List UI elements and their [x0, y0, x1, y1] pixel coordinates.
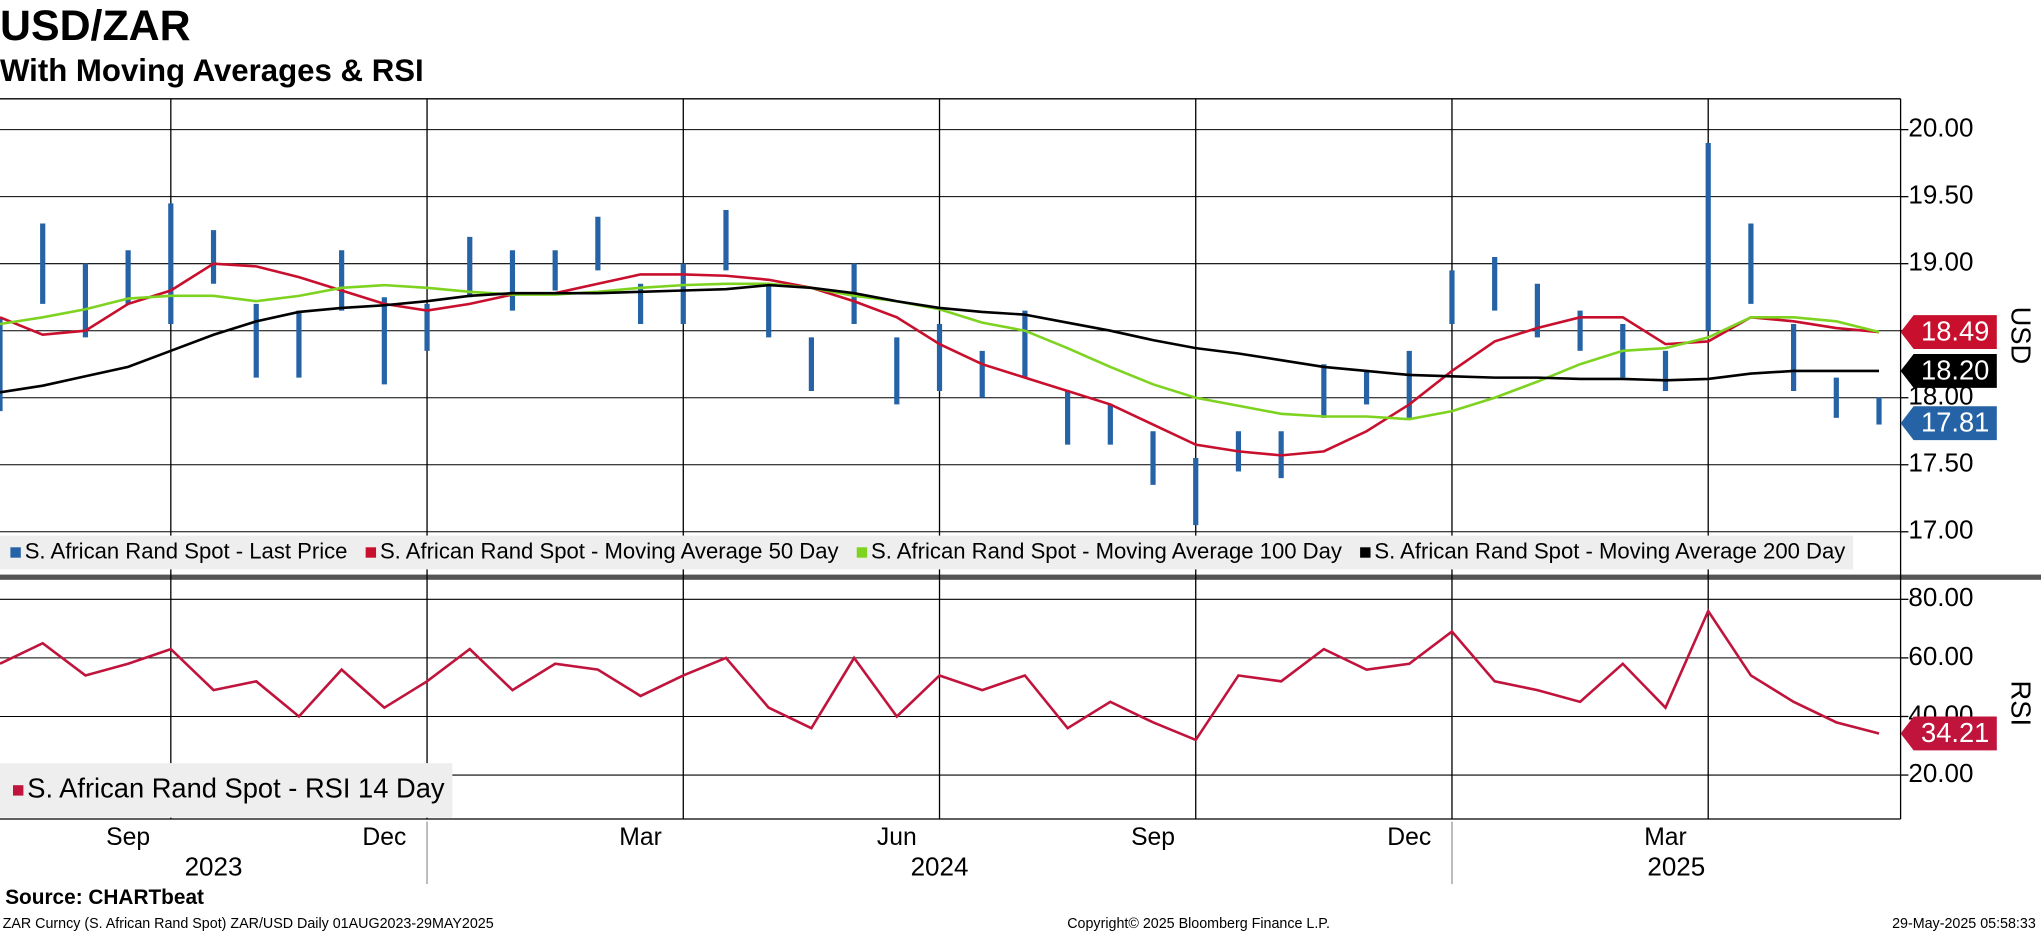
timestamp: 29-May-2025 05:58:33 [1892, 916, 2036, 932]
year-label: 2024 [911, 851, 969, 881]
y-tick-label: 20.00 [1908, 113, 1973, 143]
x-tick-label: Mar [619, 824, 662, 851]
chart-subtitle: With Moving Averages & RSI [0, 53, 424, 88]
tag-shape [1900, 716, 1997, 751]
legend-label: S. African Rand Spot - RSI 14 Day [27, 773, 445, 804]
y-tick-label: 20.00 [1908, 758, 1973, 788]
panel-separator [0, 574, 2041, 580]
source: Source: CHARTbeat [5, 886, 204, 909]
legend-background [0, 535, 1854, 570]
x-tick-label: Sep [106, 824, 150, 851]
line-series [0, 282, 1880, 421]
tag-shape [1900, 354, 1997, 388]
last-value-tag: 34.21 [1900, 716, 1997, 751]
axis-label: USD [2006, 307, 2037, 365]
last-value-tag: 17.81 [1900, 406, 1997, 441]
legend-marker [365, 547, 377, 558]
line-series [0, 262, 1880, 457]
y-tick-label: 17.50 [1908, 448, 1973, 478]
x-tick-label: Sep [1131, 824, 1175, 851]
x-tick-label: Jun [877, 824, 917, 851]
legend-label: S. African Rand Spot - Moving Average 50… [380, 538, 839, 563]
last-value-tag: 18.49 [1900, 315, 1997, 349]
x-tick-label: Dec [362, 824, 406, 851]
legend: S. African Rand Spot - Last Price S. Afri… [0, 535, 1854, 570]
y-tick-label: 19.00 [1908, 247, 1973, 277]
legend-label: S. African Rand Spot - Moving Average 10… [871, 538, 1342, 563]
x-tick-label: Mar [1644, 824, 1687, 851]
axis-label: RSI [2006, 681, 2037, 727]
tag-shape [1900, 406, 1997, 441]
line-series [0, 283, 1880, 394]
chart-title: USD/ZAR [0, 2, 191, 50]
legend-marker [13, 785, 24, 796]
year-label: 2023 [185, 851, 243, 881]
tag-label: 17.81 [1921, 407, 1989, 438]
tag-shape [1900, 315, 1997, 349]
tag-label: 34.21 [1921, 717, 1989, 748]
description: ZAR Curncy (S. African Rand Spot) ZAR/US… [3, 916, 494, 932]
y-tick-label: 60.00 [1908, 641, 1973, 671]
legend-background [0, 763, 453, 818]
legend: S. African Rand Spot - RSI 14 Day [0, 763, 453, 818]
y-tick-label: 80.00 [1908, 582, 1973, 612]
line-series [0, 608, 1880, 742]
legend-marker [1360, 547, 1371, 558]
copyright: Copyright© 2025 Bloomberg Finance L.P. [1067, 916, 1330, 932]
tag-label: 18.20 [1921, 354, 1989, 385]
legend-marker [856, 547, 868, 558]
legend-marker [10, 547, 21, 558]
y-tick-label: 19.50 [1908, 180, 1973, 210]
tag-label: 18.49 [1921, 316, 1989, 347]
year-label: 2025 [1647, 851, 1705, 881]
legend-label: S. African Rand Spot - Last Price [25, 538, 348, 563]
legend-label: S. African Rand Spot - Moving Average 20… [1374, 538, 1845, 563]
last-value-tag: 18.20 [1900, 354, 1997, 388]
y-tick-label: 17.00 [1908, 515, 1973, 545]
x-tick-label: Dec [1387, 824, 1431, 851]
